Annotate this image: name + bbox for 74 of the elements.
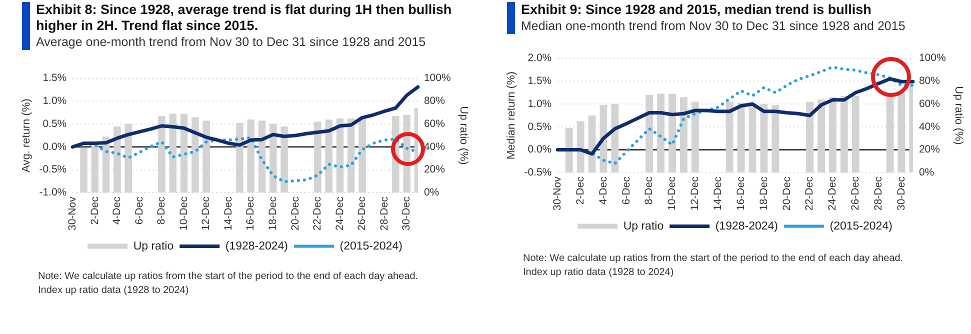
y-tick-label: 1.5% xyxy=(528,75,552,88)
legend-label: (1928-2024) xyxy=(715,220,778,232)
y-axis-title: Avg. return (%) xyxy=(20,98,33,172)
y-tick-label: 0.0% xyxy=(42,140,67,153)
legend-label: Up ratio xyxy=(133,240,174,252)
x-tick-label: 12-Dec xyxy=(200,196,212,231)
x-tick-label: 22-Dec xyxy=(312,196,324,231)
y2-tick-label: 40% xyxy=(424,140,445,153)
x-tick-label: 30-Dec xyxy=(400,196,413,231)
x-tick-label: 24-Dec xyxy=(334,196,346,231)
y2-tick-label: 20% xyxy=(424,164,445,176)
text: Note: We calculate up ratios from the start of the period to the end of each day ahead. xyxy=(38,270,418,284)
y-tick-label: 0.5% xyxy=(42,118,67,130)
x-tick-label: 8-Dec xyxy=(156,196,168,225)
x-tick-label: 20-Dec xyxy=(289,196,302,231)
x-tick-label: 30-Nov xyxy=(66,196,79,231)
x-tick-label: 18-Dec xyxy=(758,176,770,211)
x-tick-label: 4-Dec xyxy=(111,196,124,225)
chart-subtitle: Average one-month trend from Nov 30 to Dec 31 since 1928 and 2015 xyxy=(36,34,427,50)
chart-title: Exhibit 9: Since 1928 and 2015, median trend is bullish xyxy=(521,2,872,18)
y-tick-label: 1.5% xyxy=(42,72,67,84)
text: Note: We calculate up ratios from the start of the period to the end of each day ahead. xyxy=(523,252,904,266)
x-tick-label: 16-Dec xyxy=(734,176,747,211)
legend-label: (1928-2024) xyxy=(225,240,288,252)
y-tick-label: 1.0% xyxy=(42,95,67,108)
x-tick-label: 28-Dec xyxy=(872,176,884,211)
x-tick-label: 6-Dec xyxy=(620,176,632,205)
x-tick-label: 10-Dec xyxy=(178,196,190,231)
text: Index up ratio data (1928 to 2024) xyxy=(523,266,675,280)
x-tick-label: 8-Dec xyxy=(643,176,656,205)
x-tick-label: 6-Dec xyxy=(133,196,146,225)
y-tick-label: -0.5% xyxy=(39,164,67,176)
chart-title: Exhibit 8: Since 1928, average trend is flat during 1H then bullish higher in 2H. Trend flat since 2015. xyxy=(36,2,453,34)
chart-subtitle: Median one-month trend from Nov 30 to Dec 31 since 1928 and 2015 xyxy=(521,18,906,34)
y2-tick-label: 80% xyxy=(918,75,940,88)
y2-axis-title: Up ratio (%) xyxy=(457,106,470,165)
x-tick-label: 26-Dec xyxy=(356,196,368,231)
y-tick-label: -0.5% xyxy=(524,166,552,179)
y-tick-label: 2.0% xyxy=(528,52,552,64)
y2-tick-label: 60% xyxy=(918,98,940,110)
x-tick-label: 2-Dec xyxy=(88,196,101,225)
x-tick-label: 30-Nov xyxy=(552,176,564,211)
y2-tick-label: 60% xyxy=(424,118,445,130)
legend-label: (2015-2024) xyxy=(830,220,893,232)
legend-label: (2015-2024) xyxy=(340,240,403,252)
x-tick-label: 16-Dec xyxy=(244,196,257,231)
y-axis-title: Median return (%) xyxy=(506,71,518,160)
x-tick-label: 24-Dec xyxy=(826,176,839,211)
text: Index up ratio data (1928 to 2024) xyxy=(38,284,190,298)
y2-tick-label: 40% xyxy=(918,120,940,133)
x-tick-label: 4-Dec xyxy=(597,176,610,205)
y2-tick-label: 20% xyxy=(918,144,940,156)
y-tick-label: 0.5% xyxy=(528,120,552,133)
x-tick-label: 14-Dec xyxy=(712,176,724,211)
y-tick-label: 1.0% xyxy=(528,98,552,110)
y2-tick-label: 80% xyxy=(424,95,445,108)
legend-label: Up ratio xyxy=(623,220,664,232)
x-tick-label: 10-Dec xyxy=(666,176,678,211)
x-tick-label: 30-Dec xyxy=(895,176,908,211)
x-tick-label: 2-Dec xyxy=(574,176,586,205)
x-tick-label: 14-Dec xyxy=(222,196,234,231)
x-tick-label: 26-Dec xyxy=(850,176,862,211)
x-tick-label: 28-Dec xyxy=(378,196,390,231)
y2-tick-label: 0% xyxy=(918,166,934,179)
y2-tick-label: 0% xyxy=(424,186,440,199)
x-tick-label: 22-Dec xyxy=(804,176,816,211)
y-tick-label: -1.0% xyxy=(39,186,67,199)
x-tick-label: 12-Dec xyxy=(689,176,702,211)
y2-tick-label: 100% xyxy=(424,72,451,84)
y-tick-label: 0.0% xyxy=(528,144,552,156)
x-tick-label: 18-Dec xyxy=(267,196,280,231)
y2-axis-title: Up ratio (%) xyxy=(952,86,964,145)
x-tick-label: 20-Dec xyxy=(780,176,793,211)
y2-tick-label: 100% xyxy=(918,52,946,64)
